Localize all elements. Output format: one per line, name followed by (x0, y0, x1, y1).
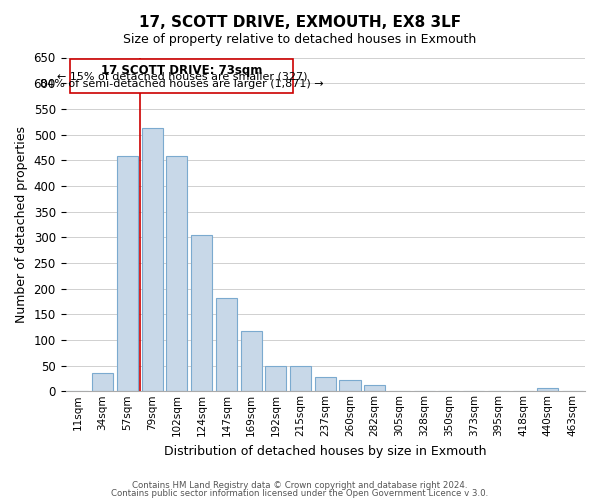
Bar (142, 128, 163, 392)
Bar (290, 366, 311, 392)
Bar (117, 156, 138, 392)
Bar (340, 380, 361, 392)
Text: Contains HM Land Registry data © Crown copyright and database right 2024.: Contains HM Land Registry data © Crown c… (132, 481, 468, 490)
Text: ← 15% of detached houses are smaller (327): ← 15% of detached houses are smaller (32… (56, 72, 307, 82)
Bar (70, 58, 293, 94)
Y-axis label: Number of detached properties: Number of detached properties (15, 126, 28, 323)
Bar (538, 388, 559, 392)
Text: Contains public sector information licensed under the Open Government Licence v : Contains public sector information licen… (112, 488, 488, 498)
Bar (241, 331, 262, 392)
Text: 17, SCOTT DRIVE, EXMOUTH, EX8 3LF: 17, SCOTT DRIVE, EXMOUTH, EX8 3LF (139, 15, 461, 30)
Bar (191, 234, 212, 392)
Text: 17 SCOTT DRIVE: 73sqm: 17 SCOTT DRIVE: 73sqm (101, 64, 262, 76)
Bar (265, 366, 286, 392)
Bar (92, 374, 113, 392)
X-axis label: Distribution of detached houses by size in Exmouth: Distribution of detached houses by size … (164, 444, 487, 458)
Bar (364, 384, 385, 392)
Text: Size of property relative to detached houses in Exmouth: Size of property relative to detached ho… (124, 32, 476, 46)
Bar (216, 298, 237, 392)
Bar (166, 156, 187, 392)
Text: 84% of semi-detached houses are larger (1,871) →: 84% of semi-detached houses are larger (… (40, 79, 323, 89)
Bar (315, 377, 336, 392)
